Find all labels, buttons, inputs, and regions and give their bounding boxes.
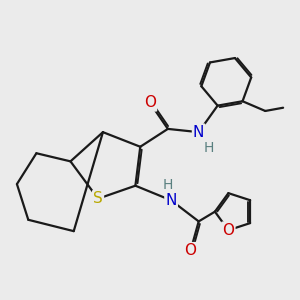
Text: S: S [93,191,103,206]
Text: N: N [193,124,204,140]
Text: O: O [222,223,234,238]
Text: H: H [163,178,173,192]
Text: O: O [144,95,156,110]
Text: H: H [203,141,214,155]
Text: O: O [184,243,196,258]
Text: N: N [165,193,177,208]
